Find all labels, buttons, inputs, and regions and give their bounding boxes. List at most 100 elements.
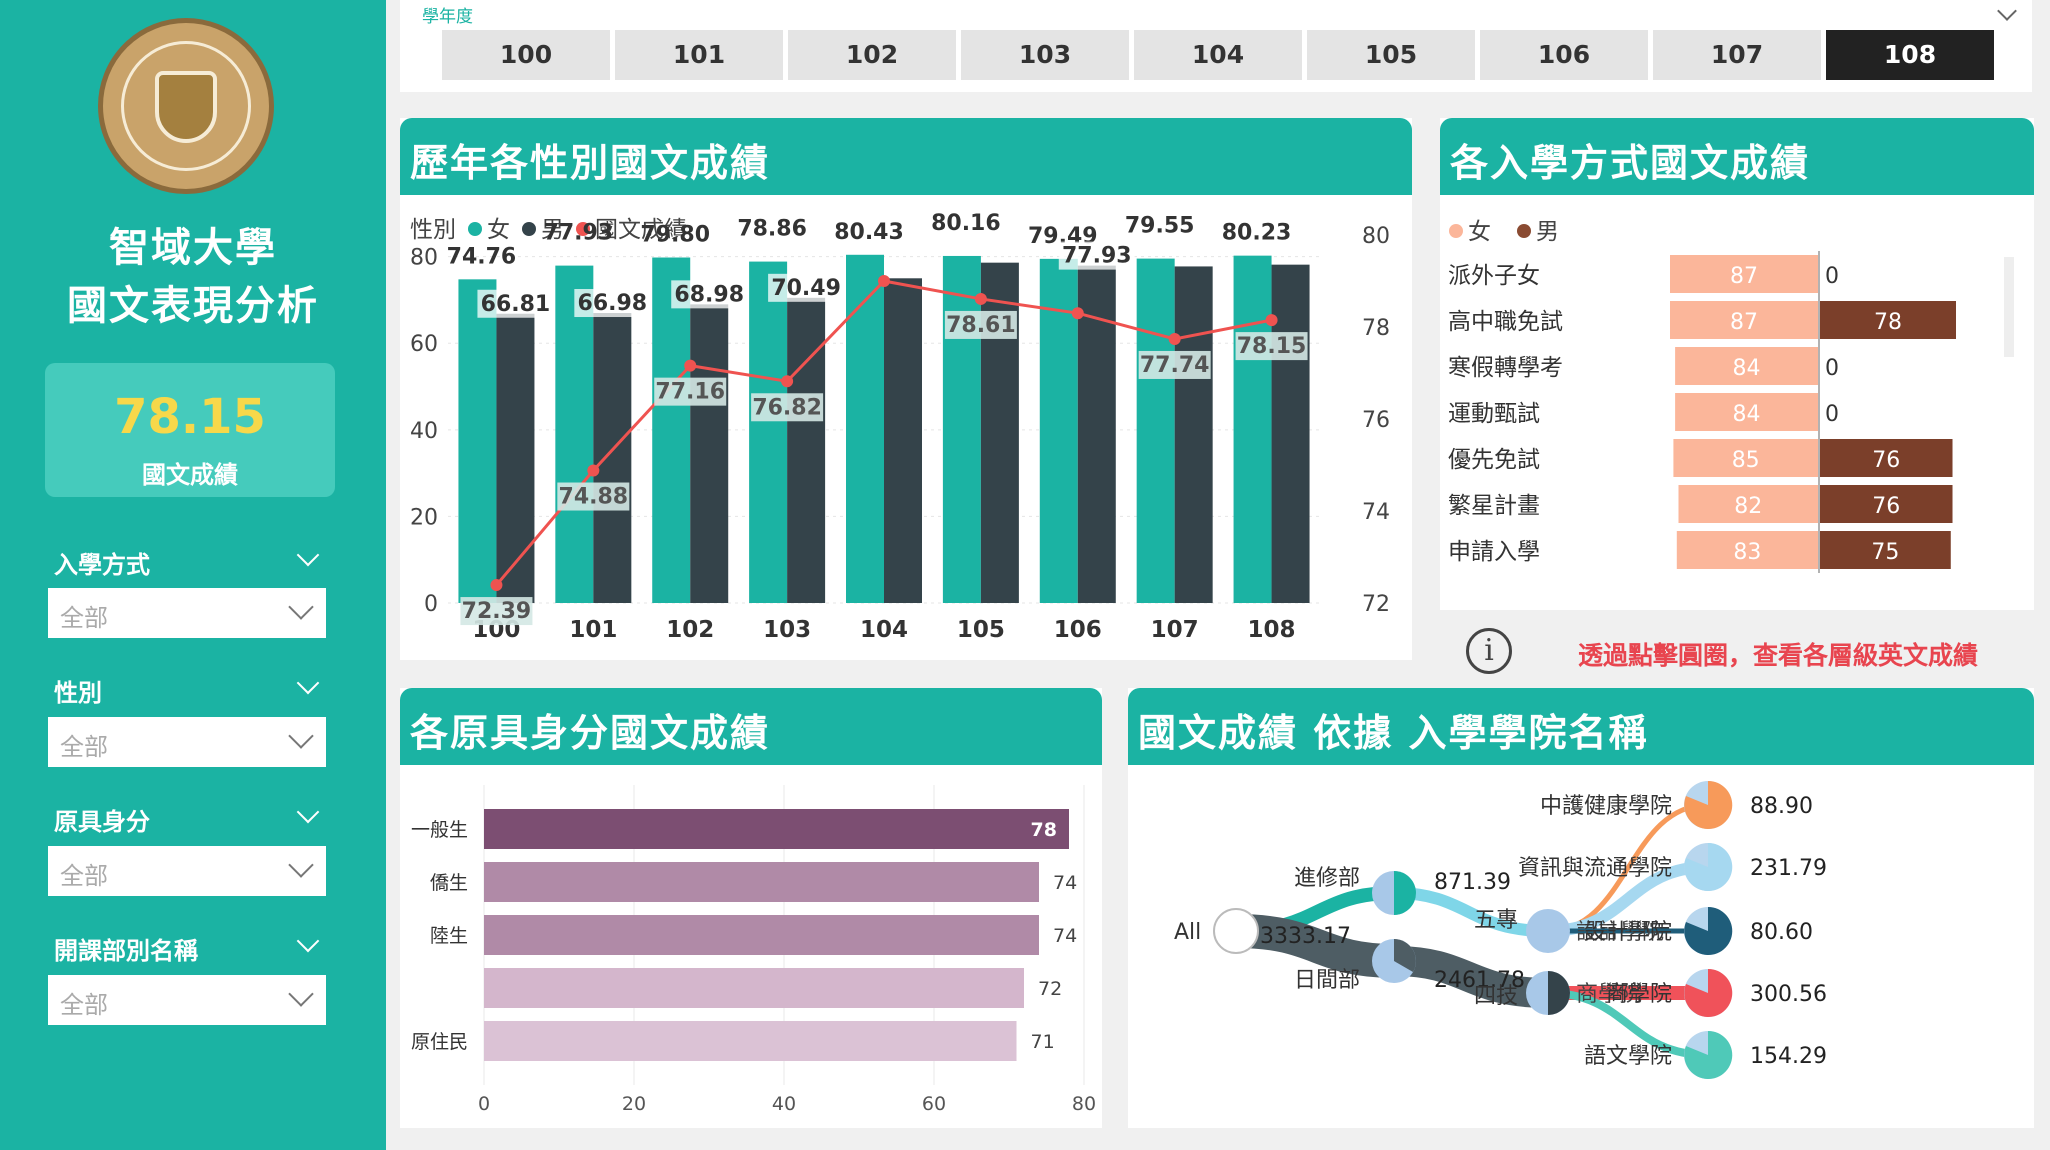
tree-leaf-slice [1684,780,1733,829]
line-point [1265,314,1278,327]
admission-dropdown[interactable]: 全部 [48,588,326,638]
data-label: 74 [1053,925,1077,947]
year-slicer-label: 學年度 [422,7,473,27]
scrollbar [2004,257,2014,357]
bar-female [1670,301,1818,339]
bar-female [1673,439,1818,477]
legend-title: 性別 [410,217,456,243]
tree-node [1526,909,1570,953]
bar-female [1670,255,1818,293]
year-button-108[interactable]: 108 [1826,30,1994,80]
line-point [684,359,697,372]
data-label-female: 82 [1734,494,1762,519]
data-label-male: 77.93 [1062,244,1132,269]
chevron-down-icon [288,981,314,1007]
bar-male [787,297,826,603]
bar-female [1675,393,1818,431]
tree-root-value: 3333.17 [1260,924,1351,949]
chevron-down-icon[interactable] [296,929,320,953]
y2-tick-label: 80 [1362,224,1390,249]
tree-link [1393,887,1549,937]
chevron-down-icon[interactable] [296,671,320,695]
data-label-female: 74.76 [447,244,517,269]
x-tick-label: 102 [666,617,714,643]
y-tick-label: 20 [410,505,438,530]
bar-female [458,279,497,603]
y2-tick-label: 76 [1362,408,1390,433]
legend-label: 國文成績 [595,217,687,243]
tree-leaf-value: 154.29 [1750,1044,1827,1069]
tree-leaf-label: 中護健康學院 [1540,794,1672,819]
tree-node-label: 設計學院 [1576,920,1664,945]
identity-dropdown[interactable]: 全部 [48,846,326,896]
year-button-107[interactable]: 107 [1653,30,1821,80]
line-point [490,579,503,592]
year-button-102[interactable]: 102 [788,30,956,80]
year-button-105[interactable]: 105 [1307,30,1475,80]
x-tick-label: 101 [569,617,617,643]
tree-link [1393,946,1549,1008]
data-label-female: 77.93 [544,221,614,246]
chevron-down-icon[interactable] [296,800,320,824]
bar-female [1675,347,1818,385]
chevron-down-icon[interactable] [296,543,320,567]
admission-chart-panel: 各入學方式國文成績 女 男派外子女 87 0 高中職免試 87 78 寒假轉學考 84 0 運動甄試… [1440,118,2034,610]
panel-title: 各入學方式國文成績 [1450,141,1811,185]
tree-leaf-value: 231.79 [1750,856,1827,881]
bar-male [1820,531,1951,569]
data-label-male: 78 [1874,310,1902,335]
x-tick-label: 103 [763,617,811,643]
bar-male [1174,266,1213,603]
tree-node-root [1213,908,1259,954]
chevron-down-icon[interactable] [1997,1,2017,21]
filter-label-identity: 原具身分 [54,808,150,836]
year-button-104[interactable]: 104 [1134,30,1302,80]
college-tree-panel: 國文成績 依據 入學學院名稱 All 3333.17 進修部 871.39 日間部 246… [1128,688,2034,1128]
year-button-100[interactable]: 100 [442,30,610,80]
bar-female [1233,255,1272,603]
data-label-male: 66.98 [578,291,648,316]
year-button-106[interactable]: 106 [1480,30,1648,80]
data-label-male: 76 [1872,448,1900,473]
data-label: 71 [1031,1031,1055,1053]
y-tick-label: 60 [410,332,438,357]
tree-link [1547,989,1709,1059]
x-tick-label: 0 [478,1093,490,1115]
tree-node-slice [1394,939,1416,972]
category-label: 繁星計畫 [1448,493,1540,519]
tree-leaf-value: 80.60 [1750,920,1813,945]
category-label: 運動甄試 [1448,401,1540,427]
dashboard-title: 國文表現分析 [67,283,319,329]
division-dropdown[interactable]: 全部 [48,975,326,1025]
year-button-103[interactable]: 103 [961,30,1129,80]
data-label-female: 84 [1733,402,1761,427]
bar-male [884,278,922,603]
data-label-male: 0 [1825,402,1839,427]
x-tick-label: 107 [1151,617,1199,643]
legend-label: 男 [1536,219,1559,245]
university-logo [98,18,274,194]
tree-leaf-label: 設計學院 [1584,920,1672,945]
bar-male [593,313,632,603]
data-label-score: 77.74 [1140,353,1210,378]
info-icon[interactable]: i [1466,628,1512,674]
legend-marker [576,222,590,236]
data-label-score: 77.16 [655,380,725,405]
data-label-female: 87 [1730,310,1758,335]
year-button-101[interactable]: 101 [615,30,783,80]
tree-node-value: 2461.78 [1434,968,1525,993]
kpi-card: 78.15 國文成績 [45,363,335,497]
bar-male [1820,301,1956,339]
tree-node-slice [1548,971,1570,1015]
category-label: 一般生 [411,819,468,841]
tree-node-slice [1394,871,1416,915]
data-label-female: 80.43 [834,220,904,245]
bar-female [1676,531,1818,569]
tree-node-value: 871.39 [1434,870,1511,895]
identity-bar [484,862,1039,902]
gender-dropdown[interactable]: 全部 [48,717,326,767]
legend-marker [468,222,482,236]
line-point [587,464,600,477]
filter-label-admission: 入學方式 [54,551,150,579]
